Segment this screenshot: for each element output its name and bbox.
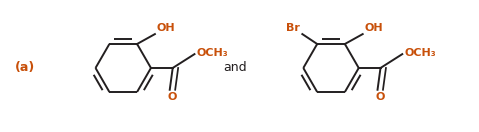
Text: O: O bbox=[376, 92, 385, 102]
Text: OH: OH bbox=[157, 23, 175, 33]
Text: OH: OH bbox=[365, 23, 383, 33]
Text: OCH₃: OCH₃ bbox=[196, 48, 228, 58]
Text: (a): (a) bbox=[14, 62, 34, 74]
Text: Br: Br bbox=[286, 23, 300, 33]
Text: and: and bbox=[223, 62, 247, 74]
Text: O: O bbox=[168, 92, 177, 102]
Text: OCH₃: OCH₃ bbox=[404, 48, 436, 58]
